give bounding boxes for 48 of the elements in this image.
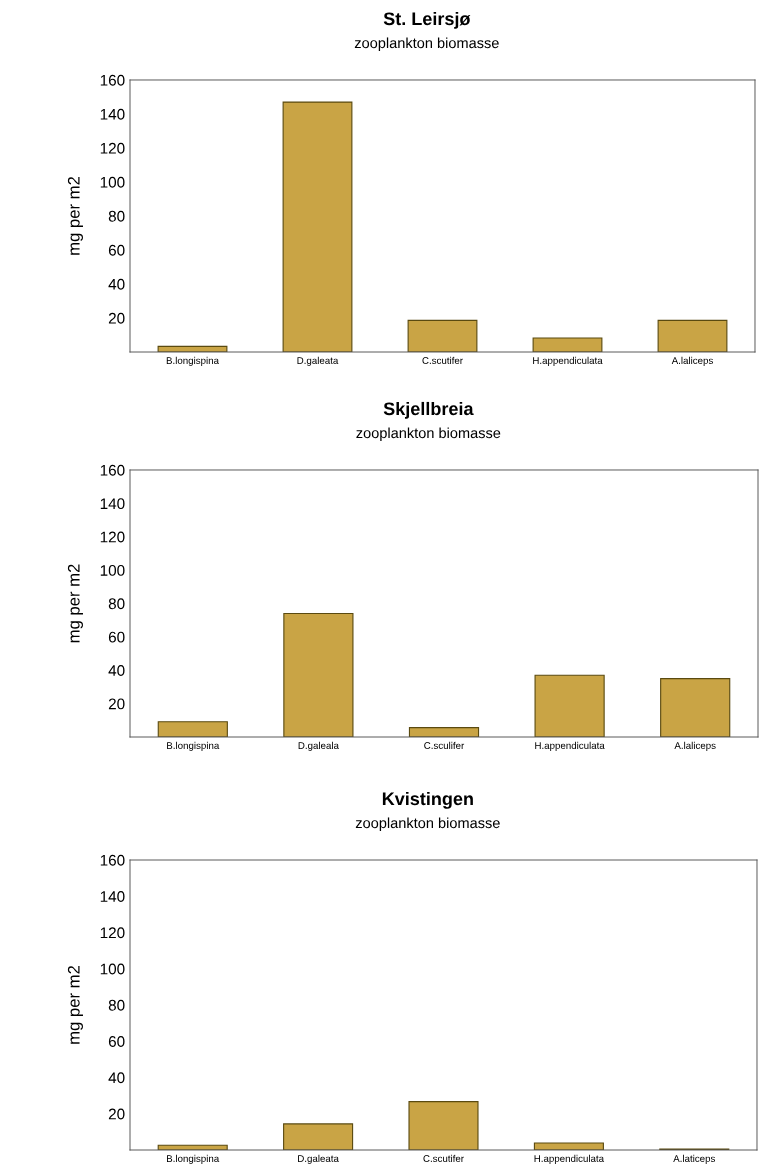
y-tick-label: 40 [108,1072,125,1084]
y-tick-label: 160 [100,854,125,866]
chart-title: Skjellbreia [383,401,474,419]
x-tick-label: D.galeata [297,356,339,366]
chart-subtitle: zooplankton biomasse [354,37,499,52]
x-tick-label: A.laliceps [674,741,716,751]
y-tick-label: 40 [108,665,125,676]
y-tick-label: 20 [108,698,125,710]
y-tick-label: 80 [108,999,125,1011]
y-axis-title: mg per m2 [67,177,83,255]
y-tick-label: 160 [100,464,125,476]
y-tick-label: 60 [108,1036,125,1047]
chart-title: St. Leirsjø [383,11,471,29]
x-tick-label: H.appendiculata [533,356,603,366]
x-tick-label: C.scutifer [423,1154,464,1162]
y-tick-label: 20 [108,312,125,324]
x-tick-label: C.sculifer [424,741,465,749]
y-tick-label: 100 [100,564,125,576]
x-tick-label: B.longispina [167,741,220,751]
y-tick-label: 40 [108,278,125,290]
y-tick-label: 120 [100,531,125,543]
x-tick-label: D.galeata [298,1154,339,1164]
chart-subtitle: zooplankton biomasse [355,817,500,832]
x-tick-label: H.appendiculata [534,1154,605,1164]
y-tick-label: 140 [100,498,125,510]
y-tick-label: 140 [100,108,125,120]
x-tick-label: A.laliceps [671,356,713,366]
x-tick-label: D.galeala [298,741,339,751]
x-tick-label: B.longispina [167,1154,220,1164]
x-tick-label: C.scutifer [422,356,463,364]
chart-title: Kvistingen [382,791,473,809]
y-axis-title: mg per m2 [67,966,83,1044]
x-tick-label: A.laticeps [673,1154,716,1164]
y-axis-title: mg per m2 [67,564,83,643]
y-tick-label: 140 [100,891,125,902]
chart-subtitle: zooplankton biomasse [356,427,501,442]
y-tick-label: 60 [108,631,125,643]
y-tick-label: 100 [100,176,125,188]
y-tick-label: 80 [108,598,125,610]
y-tick-label: 120 [100,142,125,154]
y-tick-label: 60 [108,244,125,256]
x-tick-label: B.longispina [166,356,219,366]
y-tick-label: 120 [100,927,125,939]
y-tick-label: 20 [108,1108,125,1120]
y-tick-label: 100 [100,963,125,975]
y-tick-label: 160 [100,74,125,86]
x-tick-label: H.appendiculata [535,741,605,751]
y-tick-label: 80 [108,210,125,222]
